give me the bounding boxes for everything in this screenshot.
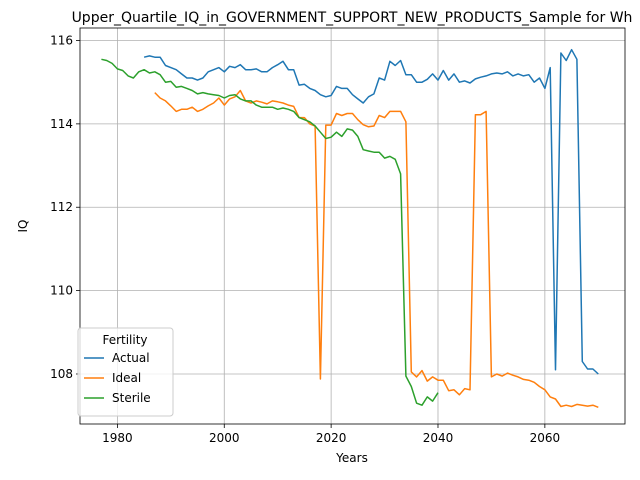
x-tick-label: 2020 [316,431,347,445]
legend-items: Actual Ideal Sterile [84,351,151,405]
x-tick-label: 2060 [530,431,561,445]
x-tick-label: 2040 [423,431,454,445]
series-lines [101,48,599,408]
legend-label-sterile: Sterile [112,391,151,405]
legend-label-ideal: Ideal [112,371,141,385]
legend: Fertility Actual Ideal Sterile [77,327,174,417]
y-axis-label: IQ [16,220,30,233]
plot-frame [79,27,626,425]
legend-label-actual: Actual [112,351,150,365]
y-axis-ticks: 108 110 112 114 116 [50,34,80,381]
series-line-ideal [154,89,599,408]
x-axis-ticks: 1980 2000 2020 2040 2060 [102,424,560,445]
legend-box [77,327,174,417]
y-tick-label: 110 [50,284,73,298]
y-tick-label: 116 [50,34,73,48]
x-tick-label: 1980 [102,431,133,445]
series-line-sterile [101,58,439,406]
series-line-actual [143,48,599,375]
x-axis-label: Years [335,451,368,465]
legend-title: Fertility [102,333,147,347]
y-tick-label: 114 [50,117,73,131]
y-tick-label: 112 [50,200,73,214]
y-tick-label: 108 [50,367,73,381]
chart-title: Upper_Quartile_IQ_in_GOVERNMENT_SUPPORT_… [72,10,633,26]
x-tick-label: 2000 [209,431,240,445]
